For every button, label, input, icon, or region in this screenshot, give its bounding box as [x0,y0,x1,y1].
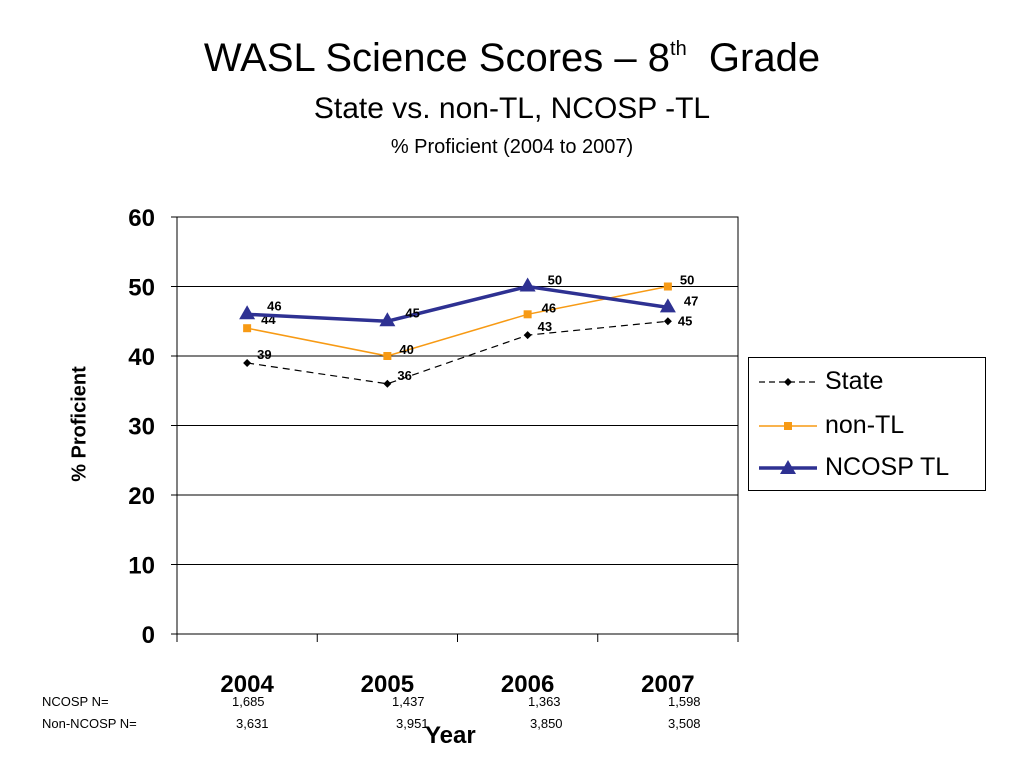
x-axis-label: Year [425,722,476,749]
legend-label-ncosp-tl: NCOSP TL [825,453,950,481]
legend-item-non-tl: non-TL [749,404,985,448]
legend-label-state: State [825,367,884,395]
x-tick-label: 2006 [501,671,554,698]
n-value: 3,631 [236,716,269,731]
n-value: 3,508 [668,716,701,731]
legend-item-ncosp-tl: NCOSP TL [749,446,985,490]
legend-swatch-state [759,378,817,386]
chart-subtitle-2: % Proficient (2004 to 2007) [390,136,634,158]
data-point-non-tl [663,282,672,291]
non-ncosp-n-label: Non-NCOSP N= [42,716,137,731]
legend-label-non-tl: non-TL [825,411,905,439]
data-label-non-tl: 46 [542,300,556,315]
data-label-state: 39 [257,347,271,362]
series-line-state [247,320,668,385]
data-point-ncosp-tl [379,312,396,327]
y-axis-label: % Proficient [68,366,91,482]
data-label-ncosp-tl: 46 [267,298,281,313]
y-tick-label: 10 [128,553,155,580]
data-point-non-tl [243,324,252,333]
data-point-non-tl [383,352,392,360]
x-tick-label: 2007 [641,671,694,698]
data-point-state [383,379,392,388]
chart-subtitle: State vs. non-TL, NCOSP -TL [313,92,711,125]
legend-swatch-ncosp-tl [759,460,817,474]
series-line-ncosp-tl [247,284,669,324]
data-label-ncosp-tl: 45 [405,305,419,320]
data-point-state [523,331,532,340]
series-line-non-tl [246,285,669,357]
n-value: 1,685 [232,694,265,709]
data-label-state: 45 [678,313,692,328]
data-label-state: 43 [538,319,552,334]
x-tick-label: 2005 [361,671,414,698]
n-value: 1,437 [392,694,425,709]
y-tick-label: 40 [128,344,155,371]
n-value: 3,850 [530,716,563,731]
legend-swatch-non-tl [759,422,817,430]
n-value: 1,598 [668,694,701,709]
chart-title: WASL Science Scores – 8th Grade [203,36,821,80]
data-label-non-tl: 50 [680,273,694,288]
y-tick-label: 30 [128,414,155,441]
ncosp-n-label: NCOSP N= [42,694,109,709]
y-tick-label: 0 [142,622,155,649]
data-label-state: 36 [397,368,411,383]
data-point-ncosp-tl [239,305,256,320]
n-value: 1,363 [528,694,561,709]
data-point-ncosp-tl [659,298,676,313]
data-point-state [243,358,252,367]
legend-item-state: State [749,360,985,404]
data-point-state [663,317,672,326]
n-value: 3,951 [396,716,429,731]
data-label-ncosp-tl: 47 [684,293,698,308]
data-label-non-tl: 40 [399,342,413,357]
data-point-non-tl [523,310,532,319]
x-tick-label: 2004 [220,671,274,698]
y-tick-label: 20 [128,483,155,510]
data-label-ncosp-tl: 50 [548,273,562,288]
y-tick-label: 50 [128,275,155,302]
y-tick-label: 60 [128,205,155,232]
data-point-ncosp-tl [519,277,536,292]
chart-legend: State non-TL NCOSP TL [748,357,986,491]
